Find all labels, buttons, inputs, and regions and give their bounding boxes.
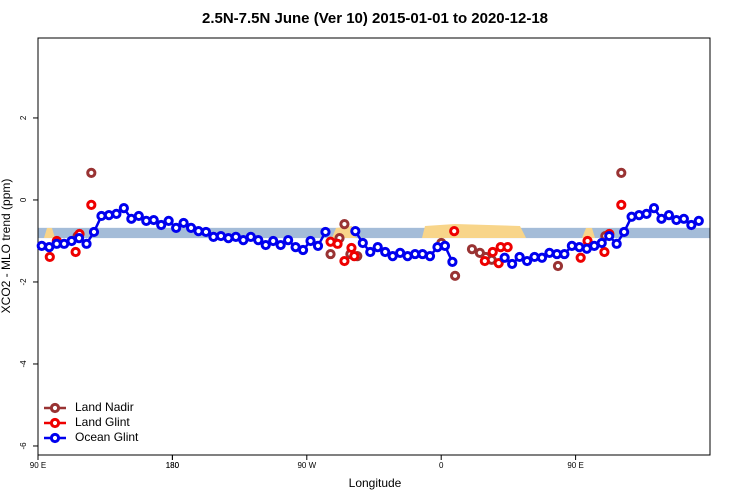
point: [156, 219, 167, 231]
x-tick-label: 180: [166, 461, 180, 470]
point: [178, 217, 189, 229]
y-tick-label: -2: [19, 278, 28, 286]
point: [305, 235, 316, 247]
point: [380, 246, 391, 258]
y-tick-label: -6: [19, 442, 28, 450]
chart-title: 2.5N-7.5N June (Ver 10) 2015-01-01 to 20…: [202, 10, 548, 27]
point: [171, 222, 182, 233]
point: [148, 214, 159, 226]
x-tick-label: 90 W: [297, 461, 316, 470]
point: [253, 235, 264, 246]
point: [648, 203, 660, 214]
x-tick-label: 0: [439, 461, 444, 470]
point: [479, 255, 490, 267]
point: [339, 219, 350, 230]
band-layer: [38, 227, 710, 239]
mlo-band: [38, 227, 710, 239]
point: [616, 199, 627, 210]
point: [693, 215, 704, 226]
point: [514, 251, 525, 263]
point: [521, 255, 533, 267]
point: [447, 256, 458, 267]
point: [619, 226, 630, 238]
point: [44, 251, 55, 263]
point: [260, 239, 271, 251]
point: [111, 208, 122, 220]
point: [200, 226, 212, 238]
point: [499, 252, 510, 263]
land: [44, 228, 55, 238]
point: [678, 213, 689, 224]
point: [325, 248, 336, 260]
x-tick-label: 90 E: [567, 461, 583, 470]
legend-marker: [49, 417, 61, 429]
x-tick-label: 90 E: [30, 461, 46, 470]
point: [686, 219, 697, 231]
point: [449, 270, 461, 281]
point: [133, 210, 144, 222]
point: [86, 199, 97, 210]
point: [268, 235, 279, 247]
point: [357, 237, 368, 249]
point: [536, 252, 548, 263]
x-tick-label: 180: [166, 461, 180, 470]
point: [439, 240, 451, 251]
y-tick-label: -4: [19, 360, 28, 368]
point: [88, 226, 100, 238]
point: [487, 246, 498, 258]
point: [283, 235, 294, 246]
point: [599, 246, 610, 258]
point: [73, 232, 85, 244]
y-tick-label: 0: [19, 197, 28, 202]
point: [604, 230, 615, 242]
point: [449, 226, 460, 237]
point: [372, 242, 383, 253]
point: [641, 208, 652, 220]
point: [466, 244, 478, 255]
point: [86, 167, 97, 178]
point: [275, 239, 286, 251]
point: [350, 226, 361, 237]
point: [507, 258, 518, 270]
point: [339, 255, 350, 267]
point: [332, 238, 343, 249]
point: [346, 242, 357, 254]
legend-marker: [49, 402, 61, 414]
point: [297, 244, 309, 256]
legend-label: Ocean Glint: [75, 430, 139, 444]
point: [81, 238, 92, 249]
y-tick-label: 2: [19, 115, 28, 120]
point: [349, 251, 360, 262]
point: [616, 167, 627, 178]
legend-label: Land Nadir: [75, 400, 134, 414]
point: [118, 203, 129, 214]
point: [502, 242, 513, 253]
point: [611, 238, 622, 249]
point: [552, 260, 564, 272]
land: [582, 228, 595, 238]
point: [424, 251, 436, 262]
point: [365, 246, 376, 258]
point: [312, 240, 324, 251]
point: [559, 248, 570, 260]
point: [320, 226, 331, 238]
legend-marker: [49, 432, 61, 444]
point: [70, 246, 81, 258]
y-axis-label: XCO2 - MLO trend (ppm): [0, 179, 13, 314]
point: [596, 237, 607, 249]
x-axis-label: Longitude: [349, 476, 402, 490]
point: [663, 210, 675, 221]
point: [575, 252, 586, 263]
point: [656, 213, 667, 224]
point: [163, 215, 174, 226]
point: [493, 258, 504, 269]
legend-label: Land Glint: [75, 415, 130, 429]
land: [422, 224, 526, 238]
